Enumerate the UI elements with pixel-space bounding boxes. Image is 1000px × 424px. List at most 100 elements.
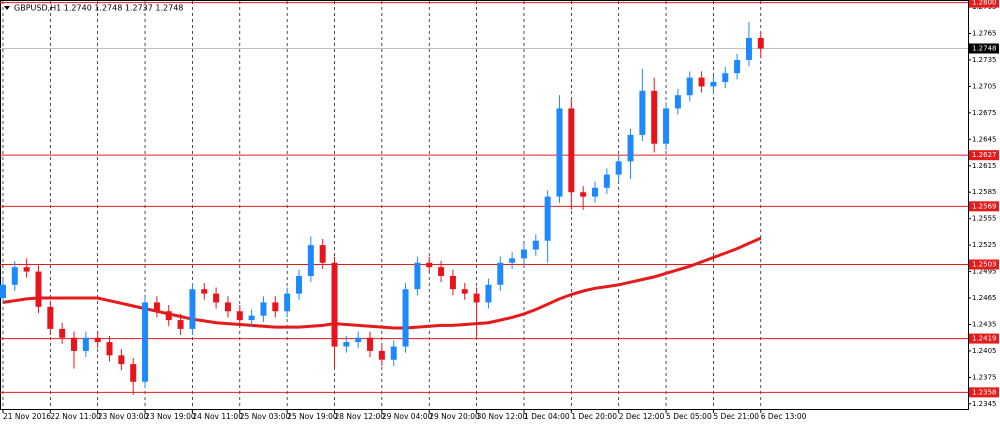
candle-body xyxy=(189,289,196,329)
candle-body xyxy=(355,337,362,343)
candle-body xyxy=(47,306,54,329)
level-label: 1.2800 xyxy=(972,0,997,7)
x-tick-label: 29 Nov 04:00 xyxy=(382,412,433,421)
x-tick-label: 1 Dec 04:00 xyxy=(524,412,570,421)
plot-frame xyxy=(0,0,969,410)
candle-body xyxy=(532,240,539,250)
candle-body xyxy=(23,267,30,272)
x-tick-label: 5 Dec 21:00 xyxy=(713,412,759,421)
y-tick-label: 1.2465 xyxy=(972,294,997,302)
y-tick-label: 1.2345 xyxy=(972,400,997,408)
candle-body xyxy=(319,245,326,263)
candle-body xyxy=(201,289,208,294)
candle-body xyxy=(284,293,291,312)
candle-body xyxy=(674,95,681,109)
candle-body xyxy=(449,275,456,290)
candle-body xyxy=(461,289,468,294)
candle-body xyxy=(497,262,504,285)
candle-body xyxy=(106,342,113,356)
candle-body xyxy=(224,302,231,312)
candle-body xyxy=(698,77,705,87)
y-tick-label: 1.2675 xyxy=(972,109,997,117)
x-tick-label: 29 Nov 20:00 xyxy=(429,412,480,421)
candle-body xyxy=(35,271,42,307)
y-tick-label: 1.2525 xyxy=(972,241,997,249)
current-price-label: 1.2748 xyxy=(972,44,997,52)
candle-body xyxy=(59,328,66,338)
x-tick-label: 6 Dec 13:00 xyxy=(761,412,807,421)
candle-body xyxy=(11,267,18,285)
candle-body xyxy=(757,37,764,49)
candle-body xyxy=(378,350,385,360)
y-tick-label: 1.2735 xyxy=(972,56,997,64)
candle-body xyxy=(295,275,302,294)
candle-body xyxy=(580,192,587,197)
x-tick-label: 22 Nov 11:00 xyxy=(50,412,101,421)
candle-body xyxy=(615,161,622,175)
candle-body xyxy=(94,337,101,343)
y-tick-label: 1.2435 xyxy=(972,320,997,328)
x-tick-label: 23 Nov 19:00 xyxy=(145,412,196,421)
candle-body xyxy=(603,174,610,188)
level-tag xyxy=(969,259,999,270)
candle-body xyxy=(438,267,445,276)
candle-body xyxy=(639,90,646,135)
candle-body xyxy=(568,108,575,193)
menu-arrow xyxy=(4,6,10,10)
candle-body xyxy=(686,77,693,96)
x-tick-label: 23 Nov 03:00 xyxy=(98,412,149,421)
level-label: 1.2627 xyxy=(972,151,997,159)
level-tag xyxy=(969,0,999,8)
candle-body xyxy=(130,364,137,382)
y-tick-label: 1.2555 xyxy=(972,215,997,223)
candle-body xyxy=(544,196,551,241)
y-tick-label: 1.2705 xyxy=(972,82,997,90)
candle-body xyxy=(556,108,563,197)
y-tick-label: 1.2645 xyxy=(972,135,997,143)
candle-body xyxy=(592,187,599,197)
level-tag xyxy=(969,150,999,161)
candle-body xyxy=(118,355,125,365)
candle-body xyxy=(509,258,516,263)
candle-body xyxy=(734,59,741,74)
candle-body xyxy=(213,293,220,303)
x-tick-label: 28 Nov 12:00 xyxy=(335,412,386,421)
candle-body xyxy=(71,337,78,351)
level-tag xyxy=(969,333,999,344)
level-label: 1.2569 xyxy=(972,202,997,210)
candle-body xyxy=(627,134,634,162)
level-tag xyxy=(969,387,999,398)
candle-body xyxy=(82,337,89,351)
level-label: 1.2503 xyxy=(972,261,997,269)
candle-body xyxy=(426,262,433,268)
x-tick-label: 24 Nov 11:00 xyxy=(192,412,243,421)
level-label: 1.2419 xyxy=(972,335,997,343)
y-tick-label: 1.2405 xyxy=(972,347,997,355)
level-label: 1.2358 xyxy=(972,388,997,396)
candle-body xyxy=(272,302,279,312)
candle-body xyxy=(745,37,752,60)
candle-body xyxy=(343,342,350,347)
chart-title: GBPUSD,H1 1.2740 1.2748 1.2737 1.2748 xyxy=(14,4,183,13)
candle-body xyxy=(367,337,374,351)
y-tick-label: 1.2585 xyxy=(972,188,997,196)
candle-body xyxy=(248,315,255,321)
candle-body xyxy=(722,73,729,82)
y-tick-label: 1.2765 xyxy=(972,30,997,38)
candle-body xyxy=(710,82,717,87)
candle-body xyxy=(473,293,480,303)
x-tick-label: 25 Nov 03:00 xyxy=(240,412,291,421)
candle-body xyxy=(485,284,492,303)
candle-body xyxy=(153,302,160,312)
x-tick-label: 30 Nov 12:00 xyxy=(477,412,528,421)
candle-body xyxy=(390,346,397,360)
y-tick-label: 1.2615 xyxy=(972,162,997,170)
candle-body xyxy=(165,311,172,321)
y-tick-label: 1.2495 xyxy=(972,268,997,276)
current-price-tag xyxy=(969,43,999,54)
candle-body xyxy=(651,90,658,144)
x-tick-label: 21 Nov 2016 xyxy=(3,412,51,421)
x-tick-label: 5 Dec 05:00 xyxy=(666,412,712,421)
